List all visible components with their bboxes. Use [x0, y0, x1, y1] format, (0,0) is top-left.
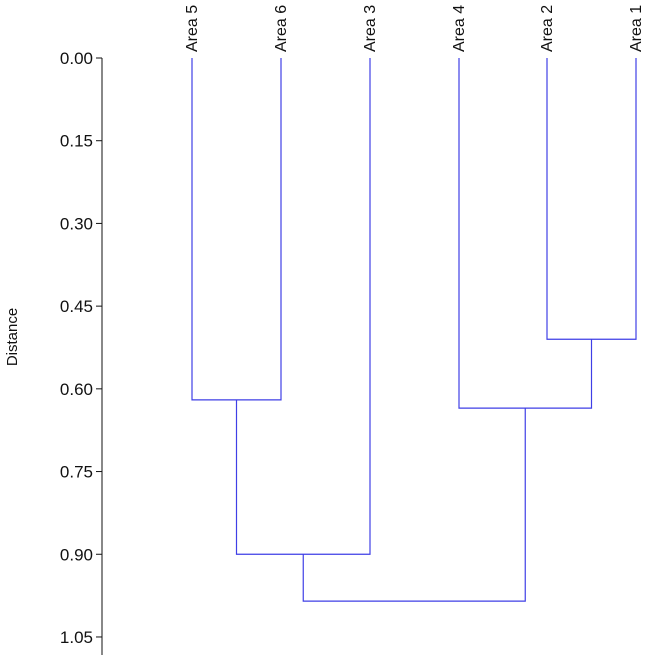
y-tick-label: 0.30	[60, 214, 93, 233]
leaf-label: Area 4	[451, 5, 468, 52]
dendrogram-link	[302, 408, 526, 602]
y-tick-label: 1.05	[60, 628, 93, 647]
leaf-label: Area 1	[628, 5, 645, 52]
leaf-label: Area 3	[362, 5, 379, 52]
y-tick-label: 0.45	[60, 297, 93, 316]
y-axis-ticks: 0.00 0.15 0.30 0.45 0.60 0.75 0.90 1.05	[60, 49, 102, 647]
dendrogram-link	[191, 58, 282, 401]
dendrogram-links	[191, 58, 637, 602]
y-axis-title: Distance	[4, 308, 21, 366]
leaf-labels: Area 5 Area 6 Area 3 Area 4 Area 2 Area 1	[184, 5, 645, 52]
dendrogram-link	[546, 58, 637, 340]
dendrogram-link	[458, 58, 593, 409]
y-tick-label: 0.60	[60, 380, 93, 399]
y-tick-label: 0.90	[60, 545, 93, 564]
y-tick-label: 0.00	[60, 49, 93, 68]
dendrogram-link	[235, 58, 371, 555]
leaf-label: Area 2	[539, 5, 556, 52]
leaf-label: Area 5	[184, 5, 201, 52]
leaf-label: Area 6	[273, 5, 290, 52]
y-tick-label: 0.15	[60, 132, 93, 151]
y-tick-label: 0.75	[60, 463, 93, 482]
